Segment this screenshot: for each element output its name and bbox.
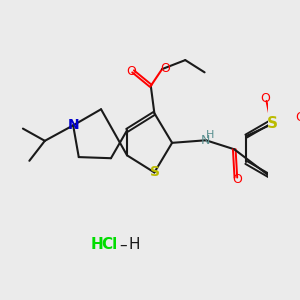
Text: H: H	[206, 130, 214, 140]
Text: O: O	[295, 111, 300, 124]
Text: O: O	[232, 173, 242, 186]
Text: O: O	[160, 62, 170, 75]
Text: N: N	[200, 134, 210, 147]
Text: H: H	[128, 237, 140, 252]
Text: S: S	[150, 165, 160, 179]
Text: O: O	[126, 65, 136, 78]
Text: O: O	[260, 92, 270, 105]
Text: S: S	[267, 116, 278, 131]
Text: Cl: Cl	[101, 237, 117, 252]
Text: –: –	[119, 237, 126, 252]
Text: H: H	[90, 237, 103, 252]
Text: N: N	[68, 118, 79, 132]
